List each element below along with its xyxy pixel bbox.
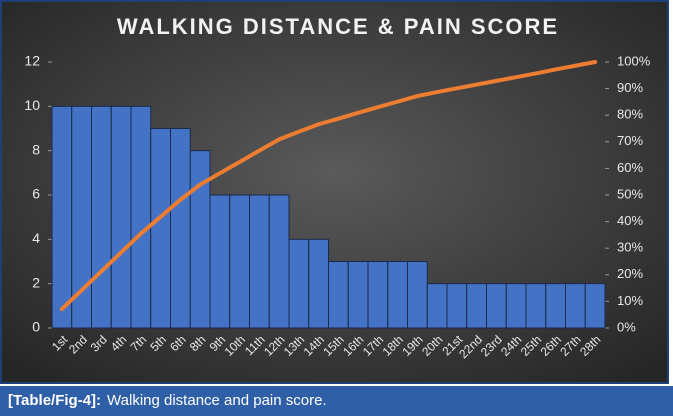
bar — [288, 238, 310, 329]
bar — [229, 194, 250, 329]
bar — [328, 261, 349, 329]
bar — [367, 261, 389, 329]
y2-tick-label: 70% — [617, 133, 643, 148]
bar — [466, 283, 487, 329]
bar — [446, 283, 468, 329]
bar — [407, 261, 428, 329]
bar — [189, 150, 211, 329]
y-tick-label: 4 — [32, 230, 40, 246]
bar — [170, 128, 191, 329]
bar — [486, 283, 507, 329]
caption-text: Walking distance and pain score. — [107, 392, 327, 409]
y2-tick-label: 20% — [617, 266, 643, 281]
y2-tick-label: 30% — [617, 240, 643, 255]
y-tick-label: 12 — [24, 53, 40, 69]
y2-tick-label: 0% — [617, 319, 636, 334]
y2-tick-label: 90% — [617, 80, 643, 95]
y-tick-label: 2 — [32, 274, 40, 290]
bar — [565, 283, 586, 329]
y2-tick-label: 100% — [617, 53, 651, 68]
bar — [584, 283, 606, 329]
bar — [545, 283, 566, 329]
bar — [268, 194, 290, 329]
y2-tick-label: 10% — [617, 293, 643, 308]
y-tick-label: 0 — [32, 319, 40, 335]
caption-label: [Table/Fig-4]: — [8, 392, 102, 409]
y2-tick-label: 80% — [617, 107, 643, 122]
bar — [426, 283, 448, 329]
bar — [209, 194, 231, 329]
bar — [51, 105, 73, 329]
y2-tick-label: 50% — [617, 186, 643, 201]
y-tick-label: 6 — [32, 186, 40, 202]
chart: WALKING DISTANCE & PAIN SCORE 0 2 4 6 8 10 12 0… — [0, 0, 669, 384]
bar — [249, 194, 270, 329]
bar — [347, 261, 369, 329]
y2-tick-label: 40% — [617, 213, 643, 228]
chart-title: WALKING DISTANCE & PAIN SCORE — [117, 14, 559, 39]
bar — [130, 105, 152, 329]
bar — [91, 105, 112, 329]
caption: [Table/Fig-4]: Walking distance and pain … — [0, 386, 673, 416]
bar — [150, 128, 171, 329]
bar — [110, 105, 132, 329]
y-tick-label: 8 — [32, 141, 40, 157]
bar — [525, 283, 547, 329]
bar — [505, 283, 527, 329]
bar — [308, 238, 329, 329]
bar — [387, 261, 408, 329]
y-tick-label: 10 — [24, 97, 40, 113]
line — [59, 60, 598, 312]
y2-tick-label: 60% — [617, 160, 643, 175]
